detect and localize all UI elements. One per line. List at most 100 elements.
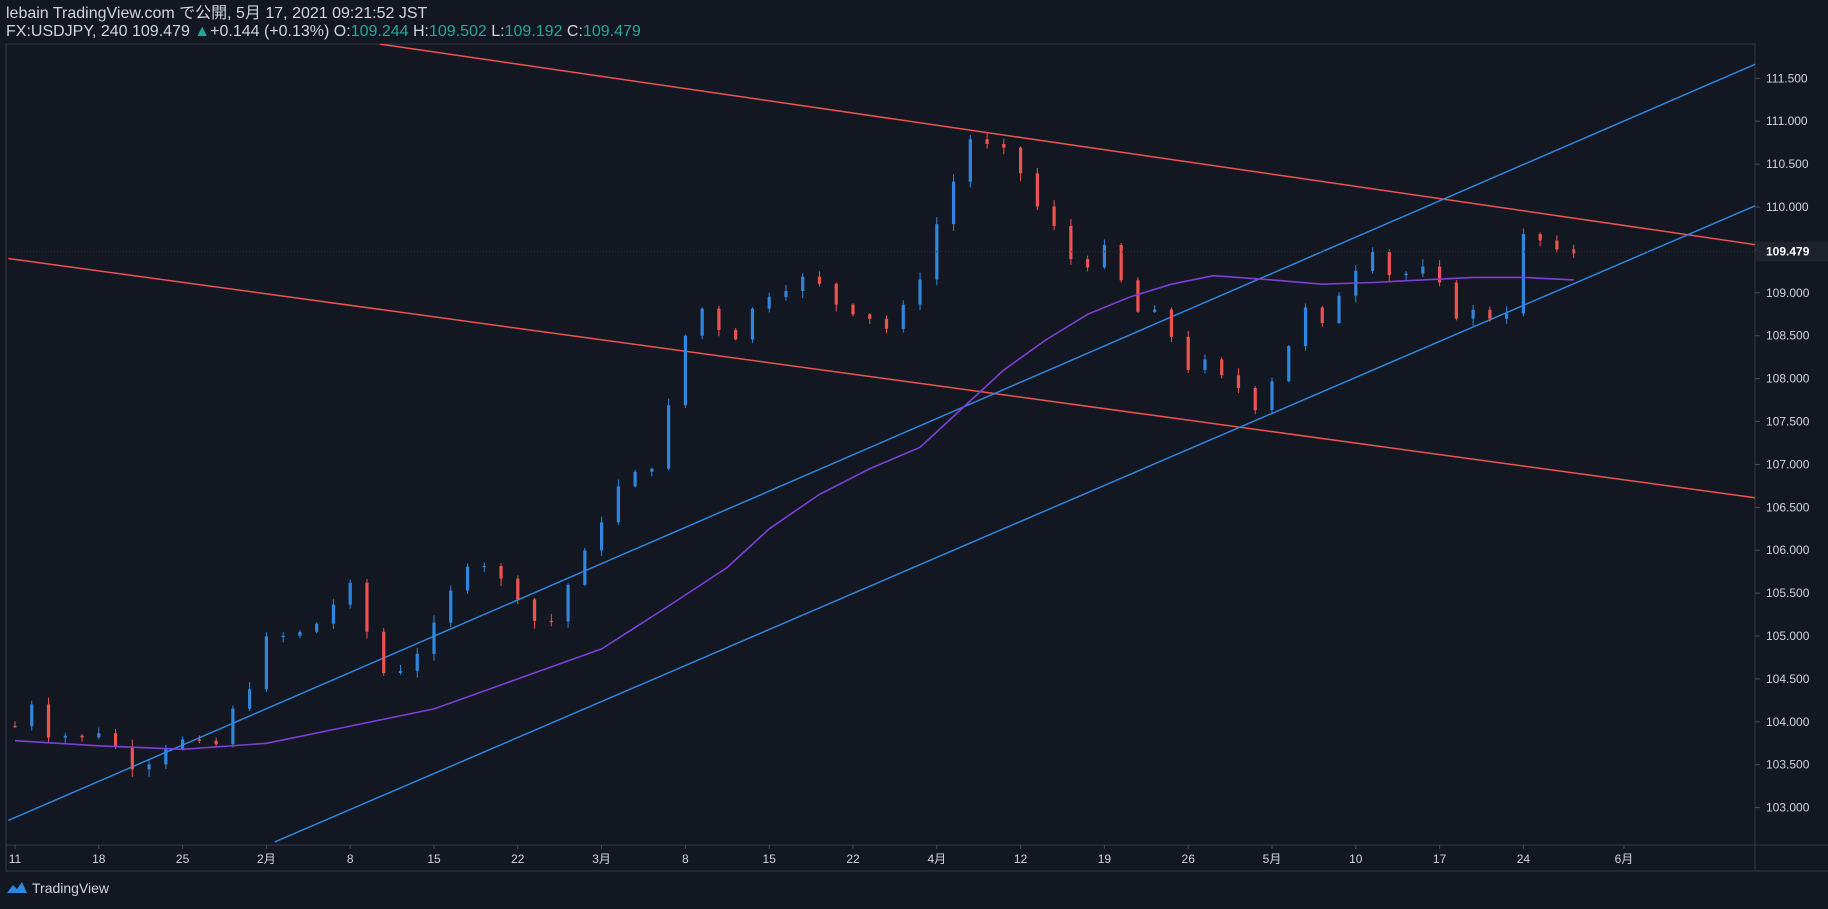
candle-body[interactable] [650,468,654,472]
candle-body[interactable] [1438,266,1442,283]
candle-body[interactable] [1471,309,1475,319]
time-tick-label[interactable]: 26 [1182,852,1196,866]
candle-body[interactable] [1253,388,1257,411]
candle-body[interactable] [532,599,537,621]
candle-body[interactable] [1454,282,1458,319]
candle-body[interactable] [834,283,838,305]
candle-body[interactable] [1320,307,1324,324]
moving-average[interactable] [14,274,1574,751]
candle-body[interactable] [1488,309,1492,319]
candle-body[interactable] [566,584,570,622]
candle-body[interactable] [1555,240,1559,250]
candle-body[interactable] [1169,309,1174,337]
candle-body[interactable] [499,566,503,579]
candle-body[interactable] [1387,251,1391,276]
symbol-label[interactable]: FX:USDJPY, 240 [6,23,128,40]
candle-body[interactable] [248,689,252,709]
candle-body[interactable] [918,279,922,305]
time-tick-label[interactable]: 8 [347,852,354,866]
candle-body[interactable] [700,308,704,336]
time-tick-label[interactable]: 15 [427,852,441,866]
candle-body[interactable] [181,739,185,749]
candle-body[interactable] [1119,244,1123,281]
trendlines[interactable] [7,44,1762,843]
time-tick-label[interactable]: 11 [9,852,22,866]
time-tick-label[interactable]: 24 [1517,852,1531,866]
candle-body[interactable] [1236,375,1241,389]
candle-body[interactable] [868,314,872,319]
candle-body[interactable] [1136,280,1140,312]
trendline-blue-2[interactable] [7,61,1762,822]
candle-body[interactable] [1035,173,1039,207]
candle-body[interactable] [482,566,486,568]
time-tick-label[interactable]: 22 [846,852,860,866]
candle-body[interactable] [315,623,319,632]
candle-body[interactable] [113,733,118,747]
candle-body[interactable] [1370,251,1375,271]
candle-body[interactable] [97,733,101,738]
candle-body[interactable] [1421,266,1425,274]
candle-body[interactable] [767,296,771,309]
candle-body[interactable] [1069,225,1073,260]
candle-body[interactable] [683,335,687,406]
candle-body[interactable] [1287,346,1291,382]
candle-body[interactable] [1521,234,1525,314]
candle-body[interactable] [465,566,470,591]
time-tick-label[interactable]: 8 [682,852,689,866]
time-tick-label[interactable]: 6月 [1615,852,1634,866]
candle-body[interactable] [164,748,168,765]
candle-body[interactable] [1002,144,1006,148]
candle-body[interactable] [968,139,972,182]
candle-body[interactable] [750,308,755,340]
candle-body[interactable] [1538,234,1542,241]
moving-average-line[interactable] [14,274,1574,751]
time-tick-label[interactable]: 10 [1349,852,1363,866]
time-tick-label[interactable]: 2月 [257,852,276,866]
time-tick-label[interactable]: 12 [1014,852,1028,866]
candle-body[interactable] [1186,336,1190,370]
candle-body[interactable] [784,291,788,297]
candle-body[interactable] [851,304,855,315]
candle-body[interactable] [130,746,134,770]
candle-body[interactable] [1153,309,1157,312]
candle-body[interactable] [1203,359,1207,370]
candle-body[interactable] [30,704,34,727]
candle-body[interactable] [63,735,67,738]
time-tick-label[interactable]: 25 [176,852,190,866]
candle-body[interactable] [264,636,268,690]
candle-body[interactable] [432,622,436,654]
time-axis[interactable]: 11 18 25 2月 8 15 22 3月 8 15 22 4月 12 19 26 5月 10 17 24 6月 [9,845,1634,866]
candle-body[interactable] [717,308,721,330]
time-tick-label[interactable]: 19 [1098,852,1112,866]
candle-body[interactable] [331,604,336,624]
candle-body[interactable] [667,405,671,469]
candle-body[interactable] [951,181,956,225]
candle-body[interactable] [415,653,419,671]
candle-body[interactable] [1220,359,1224,376]
candle-body[interactable] [382,631,386,673]
time-tick-label[interactable]: 3月 [592,852,611,866]
candle-body[interactable] [616,486,620,523]
candle-body[interactable] [600,522,604,551]
candle-body[interactable] [398,670,403,673]
candle-body[interactable] [985,139,989,145]
candle-body[interactable] [348,582,352,605]
time-tick-label[interactable]: 15 [763,852,777,866]
candle-body[interactable] [516,578,520,600]
time-tick-label[interactable]: 17 [1433,852,1447,866]
candle-body[interactable] [884,318,889,329]
candles[interactable] [13,132,1576,777]
candle-body[interactable] [901,304,905,329]
candle-body[interactable] [214,740,218,745]
candle-body[interactable] [365,582,369,632]
candle-body[interactable] [13,726,17,728]
candle-body[interactable] [80,735,84,738]
candle-body[interactable] [633,471,637,487]
candle-body[interactable] [801,276,805,292]
candle-body[interactable] [1086,259,1090,268]
candle-body[interactable] [281,635,285,638]
tradingview-logo-icon[interactable] [6,881,28,895]
candle-body[interactable] [817,276,822,284]
candle-body[interactable] [298,631,302,636]
